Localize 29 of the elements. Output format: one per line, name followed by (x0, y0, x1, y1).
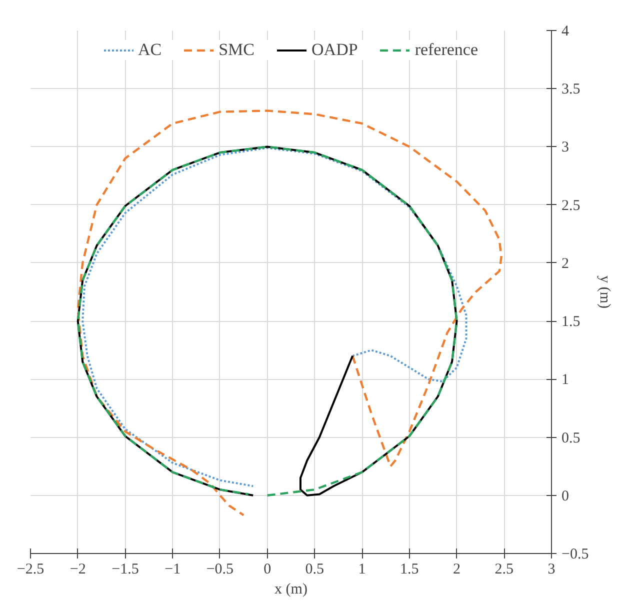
legend-label: reference (414, 40, 478, 60)
y-tick-label: 3.5 (562, 82, 580, 98)
y-tick-label: 2 (562, 256, 569, 272)
legend-label: OADP (312, 40, 358, 60)
line-series (76, 110, 502, 516)
y-axis-title: y (m) (596, 276, 613, 308)
legend-label: SMC (218, 40, 255, 60)
x-tick-label: −2 (70, 562, 86, 578)
y-tick-label: 1.5 (562, 314, 580, 330)
y-tick-label: 0.5 (562, 430, 580, 446)
x-tick-label: 0 (264, 562, 272, 578)
x-tick-label: −2.5 (16, 562, 44, 578)
y-tick-label: 1 (562, 372, 569, 388)
x-tick-label: 0.5 (305, 562, 324, 578)
y-tick-label: 3 (562, 140, 569, 156)
x-tick-label: 2.5 (494, 562, 514, 578)
x-tick-label: 1 (358, 562, 366, 578)
x-tick-label: 2 (453, 562, 461, 578)
y-tick-label: −0.5 (562, 546, 589, 562)
x-tick-label: 3 (548, 562, 556, 578)
y-tick-label: 2.5 (562, 198, 580, 214)
y-tick-label: 0 (562, 488, 569, 504)
x-tick-label: −1.5 (112, 562, 139, 578)
y-tick-label: 4 (562, 24, 570, 40)
x-tick-label: 1.5 (400, 562, 419, 578)
x-tick-label: −0.5 (206, 562, 234, 578)
x-tick-label: −1 (164, 562, 181, 578)
legend-label: AC (138, 40, 162, 60)
x-axis-title: x (m) (274, 582, 308, 598)
